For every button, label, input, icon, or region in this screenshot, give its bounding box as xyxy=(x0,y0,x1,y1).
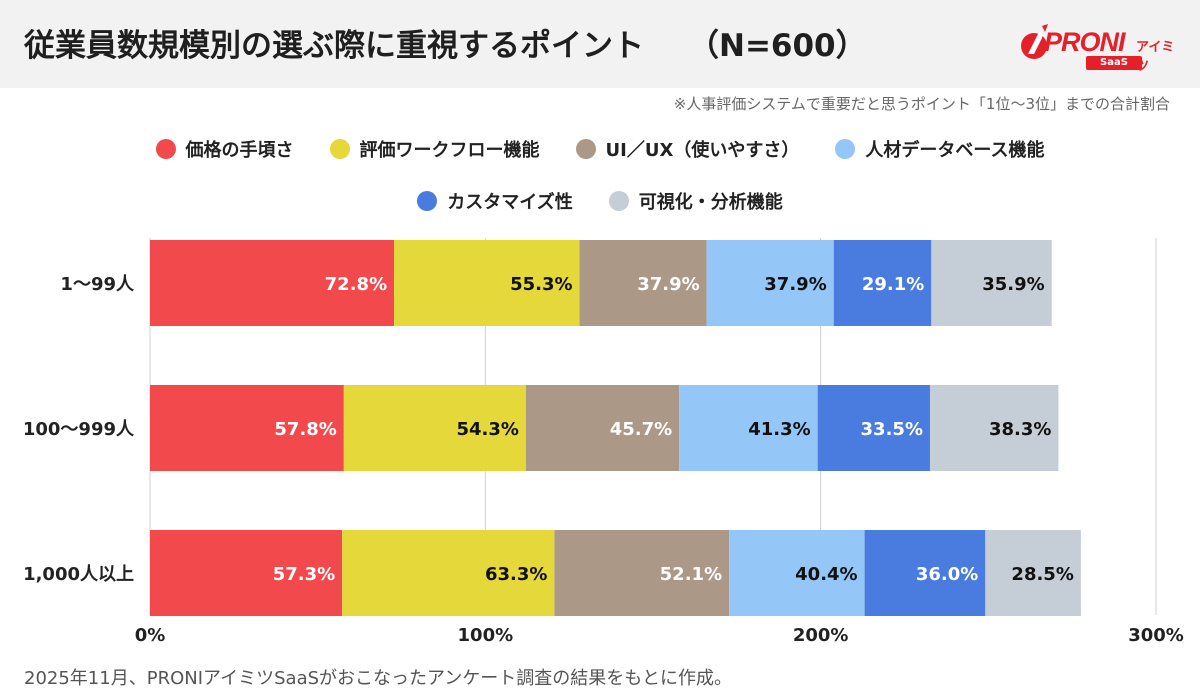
bar-segment xyxy=(343,385,526,471)
legend-item-uiux: UI／UX（使いやすさ） xyxy=(575,136,800,162)
bar-segment xyxy=(554,530,730,616)
legend-swatch xyxy=(155,139,176,159)
bar-segment xyxy=(929,385,1059,471)
data-label: 36.0% xyxy=(916,564,978,585)
legend-swatch xyxy=(329,139,350,159)
logo-emblem-icon xyxy=(1021,24,1048,59)
bar-segment xyxy=(579,240,707,326)
legend-label: 評価ワークフロー機能 xyxy=(359,140,540,161)
x-tick-label: 200% xyxy=(793,625,849,646)
legend-swatch xyxy=(835,139,856,159)
logo-saas-badge: SaaS xyxy=(1086,56,1142,70)
legend-item-customize: カスタマイズ性 xyxy=(417,188,573,214)
legend-row-1: 価格の手頃さ 評価ワークフロー機能 UI／UX（使いやすさ） 人材データベース機… xyxy=(0,136,1200,162)
legend-item-price: 価格の手頃さ xyxy=(155,136,294,162)
legend-label: 人材データベース機能 xyxy=(865,140,1045,161)
data-label: 63.3% xyxy=(485,564,547,585)
bar-segment xyxy=(525,385,680,471)
bar-segment xyxy=(150,240,395,326)
bar-segment xyxy=(150,530,343,616)
chart-title: 従業員数規模別の選ぶ際に重視するポイント （N=600） xyxy=(24,20,867,65)
sample-size-label: （N=600） xyxy=(688,28,867,64)
category-label: 1,000人以上 xyxy=(23,564,134,585)
bar-segment xyxy=(864,530,986,616)
bar-segment xyxy=(679,385,818,471)
survey-note: ※人事評価システムで重要だと思うポイント「1位〜3位」までの合計割合 xyxy=(673,95,1170,113)
legend-item-visualization: 可視化・分析機能 xyxy=(608,188,783,214)
bar-segment xyxy=(931,240,1052,326)
legend-label: カスタマイズ性 xyxy=(447,192,573,213)
data-label: 72.8% xyxy=(325,274,387,295)
data-label: 35.9% xyxy=(982,274,1044,295)
bar-segment xyxy=(833,240,932,326)
legend-item-workflow: 評価ワークフロー機能 xyxy=(329,136,540,162)
data-label: 33.5% xyxy=(861,419,923,440)
header-bar: 従業員数規模別の選ぶ際に重視するポイント （N=600） PRONI アイミツ S… xyxy=(0,0,1200,88)
data-label: 52.1% xyxy=(660,564,722,585)
legend-item-talent-db: 人材データベース機能 xyxy=(835,136,1044,162)
legend-swatch xyxy=(575,139,596,159)
bar-segment xyxy=(706,240,834,326)
data-label: 57.3% xyxy=(273,564,335,585)
legend-label: 価格の手頃さ xyxy=(185,140,294,161)
data-label: 28.5% xyxy=(1011,564,1073,585)
data-label: 57.8% xyxy=(274,419,336,440)
legend-label: 可視化・分析機能 xyxy=(638,192,783,213)
category-label: 100〜999人 xyxy=(23,419,135,440)
source-footnote: 2025年11月、PRONIアイミツSaaSがおこなったアンケート調査の結果をも… xyxy=(24,668,732,689)
legend-swatch xyxy=(608,191,629,211)
bar-segment xyxy=(342,530,555,616)
data-label: 38.3% xyxy=(989,419,1051,440)
legend-label: UI／UX（使いやすさ） xyxy=(605,140,800,161)
bar-segment xyxy=(817,385,930,471)
data-label: 29.1% xyxy=(862,274,924,295)
logo-brand: PRONI xyxy=(1044,27,1126,57)
x-tick-label: 0% xyxy=(135,625,166,646)
data-label: 37.9% xyxy=(764,274,826,295)
bar-segment xyxy=(729,530,865,616)
bar-segment xyxy=(985,530,1081,616)
bar-segment xyxy=(150,385,344,471)
x-tick-label: 100% xyxy=(458,625,514,646)
data-label: 41.3% xyxy=(748,419,810,440)
data-label: 40.4% xyxy=(795,564,857,585)
data-label: 45.7% xyxy=(610,419,672,440)
legend-row-2: カスタマイズ性 可視化・分析機能 xyxy=(0,188,1200,214)
data-label: 54.3% xyxy=(456,419,518,440)
x-tick-label: 300% xyxy=(1128,625,1184,646)
legend-swatch xyxy=(417,191,438,211)
data-label: 55.3% xyxy=(510,274,572,295)
bar-segment xyxy=(394,240,580,326)
title-text: 従業員数規模別の選ぶ際に重視するポイント xyxy=(24,28,644,64)
category-label: 1〜99人 xyxy=(60,274,135,295)
data-label: 37.9% xyxy=(637,274,699,295)
proni-logo: PRONI アイミツ SaaS xyxy=(1018,24,1180,74)
